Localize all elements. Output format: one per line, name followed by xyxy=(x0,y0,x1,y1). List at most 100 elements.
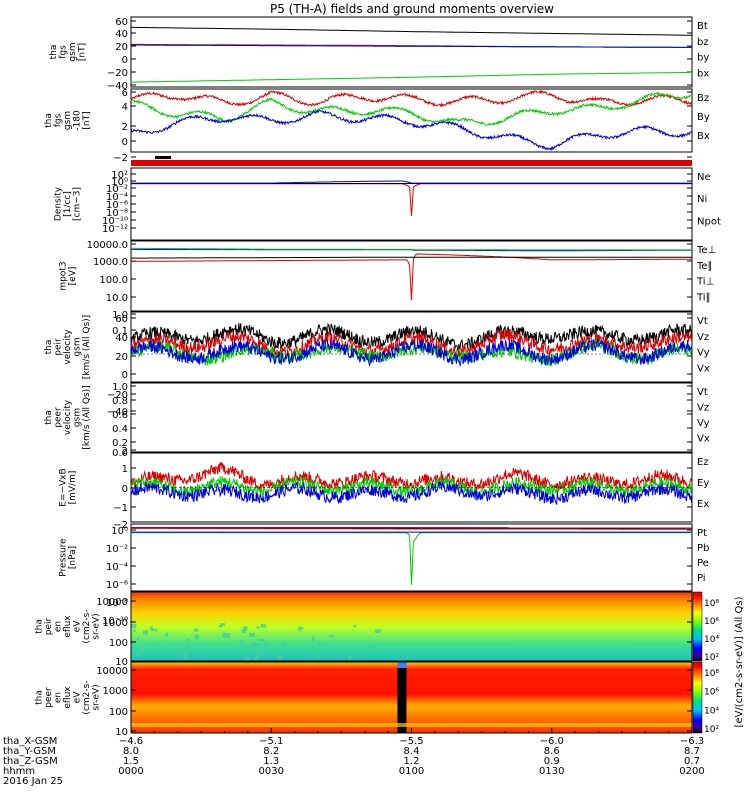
spectrogram-cell xyxy=(226,633,231,638)
y-axis-label: mpot3 [eV] xyxy=(58,261,78,290)
y-tick-label: 100 xyxy=(109,707,128,718)
spectrogram-cell xyxy=(316,640,321,644)
x-axis-row-value: 8.4 xyxy=(404,746,420,757)
y-axis-label-line: tha xyxy=(49,45,59,60)
y-tick-label: 10⁻⁶ xyxy=(106,200,128,211)
y-tick-label: 20 xyxy=(115,352,128,363)
x-axis-row-value: 1.3 xyxy=(263,756,279,767)
panel-peer-velocity: 1.0 0.8 0.6 0.4 0.20.0 tha peer velocity gsm [km/… xyxy=(44,382,710,459)
y-tick-label: 100 xyxy=(109,638,128,649)
y-axis-label: tha peer velocity gsm [km/s (All Qs)] xyxy=(44,385,92,449)
x-axis-row-label: tha_Y-GSM xyxy=(3,746,56,757)
spectrogram-cell xyxy=(203,650,209,653)
spectrogram-cell xyxy=(183,653,189,658)
x-axis-row-value: 0000 xyxy=(118,766,143,777)
y-axis-label-line: (cm2-s- xyxy=(82,609,92,643)
panel-frame xyxy=(130,16,693,88)
y-tick-label: 10⁰ xyxy=(111,526,128,537)
spectrogram-cell xyxy=(256,626,260,629)
spectrogram-cell xyxy=(239,640,243,644)
y-axis-label: E=−VxB [mV/m] xyxy=(58,468,78,506)
legend-entry: Vy xyxy=(697,348,710,359)
colorbar-tick: 10⁴ xyxy=(704,706,719,716)
y-tick-label: 1.0 xyxy=(112,310,128,321)
y-tick-label: 10⁻² xyxy=(106,184,128,195)
legend-entry: Pe xyxy=(697,558,709,569)
y-axis-label-line: tha xyxy=(35,690,45,705)
spectrogram-cell xyxy=(159,646,163,649)
spectrogram-cell xyxy=(256,649,260,655)
spectrogram-cell xyxy=(137,647,140,650)
spectrogram-cell xyxy=(150,626,153,631)
legend-entry: Vt xyxy=(697,316,708,327)
series-line-bxnegative xyxy=(131,71,692,83)
x-axis-row-value: 0200 xyxy=(679,766,704,777)
y-tick-label: 60 xyxy=(115,314,128,325)
colorbar-tick: 10⁸ xyxy=(704,599,719,609)
y-tick-label: −1 xyxy=(113,503,128,514)
y-axis-label-line: eflux xyxy=(63,686,73,709)
spectrogram-cell xyxy=(321,642,327,647)
y-tick-label: 60 xyxy=(115,17,128,28)
spectrogram-cell xyxy=(358,645,364,649)
y-tick-label: 10⁻⁸ xyxy=(106,208,128,219)
y-tick-label: 10000.0 xyxy=(87,240,128,251)
x-axis-row-value: 8.2 xyxy=(263,746,279,757)
y-tick-label: 100.0 xyxy=(99,275,128,286)
y-axis-label-line: tha xyxy=(44,410,54,425)
x-axis-row-value: 0.7 xyxy=(684,756,700,767)
spectrogram-cell xyxy=(298,626,302,632)
y-axis-label-line: velocity xyxy=(63,329,73,365)
spectrogram-cell xyxy=(259,648,263,653)
x-axis-row-label: tha_Z-GSM xyxy=(3,756,58,767)
panel-frame xyxy=(130,167,693,241)
x-axis-row-label: tha_X-GSM xyxy=(3,736,57,747)
spectrogram-cell xyxy=(165,632,169,637)
y-tick-label: −40 xyxy=(107,407,128,418)
legend-entry: Pi xyxy=(697,573,706,584)
y-tick-label: 1000 xyxy=(103,686,128,697)
legend-entry: Pb xyxy=(697,543,709,554)
y-axis-label-line: [cm−3] xyxy=(73,187,83,221)
y-axis-label-line: fgs xyxy=(54,113,64,127)
panel-fgs-zoom: 6 4 2 0 −2 tha fgs gsm -180 [nT] Bz By Bx xyxy=(44,88,710,164)
y-tick-label: 0.2 xyxy=(112,438,128,449)
y-axis-label: tha peir velocity gsm [km/s (All Qs)] xyxy=(44,315,92,379)
y-axis-label-line: [km/s (All Qs)] xyxy=(82,385,92,449)
spectrogram-cell xyxy=(260,623,267,628)
spectrogram-cell xyxy=(311,638,314,642)
spectrogram-cell xyxy=(370,645,377,651)
spectrogram-cell xyxy=(300,627,303,630)
series-line-npot xyxy=(131,180,692,184)
colorbar-tick: 10⁴ xyxy=(704,635,719,645)
spectrogram-cell xyxy=(133,629,136,632)
y-axis-label-line: [nPa] xyxy=(68,546,78,569)
y-axis-label-line: en xyxy=(54,692,64,703)
y-tick-label: 40 xyxy=(115,333,128,344)
colorbar-tick: 10⁶ xyxy=(704,617,719,627)
series-line-bt xyxy=(130,26,693,36)
x-axis-row-value: −5.1 xyxy=(259,736,283,747)
y-tick-label: 2 xyxy=(122,446,128,457)
y-axis-label-line: peer xyxy=(54,407,64,428)
y-axis-label-line: fgs xyxy=(58,45,68,59)
legend-entry: Vx xyxy=(697,434,710,445)
panel-frame xyxy=(130,240,693,312)
legend-entry: by xyxy=(697,53,709,64)
spectrogram-cell xyxy=(151,628,158,632)
y-tick-label: 10⁰ xyxy=(111,177,128,188)
y-axis-label-line: -180 xyxy=(73,110,83,131)
y-tick-label: −20 xyxy=(107,390,128,401)
x-axis-row-value: 1.2 xyxy=(404,756,420,767)
series-line-ti xyxy=(131,247,692,251)
spectrogram-cell xyxy=(315,654,320,658)
legend-entry: Ez xyxy=(697,457,709,468)
y-axis-label-line: (cm2-s- xyxy=(82,680,92,714)
y-axis-label-line: tha xyxy=(35,619,45,634)
y-tick-label: 0.4 xyxy=(112,424,128,435)
y-tick-label: −40 xyxy=(107,81,128,92)
series-line-bx xyxy=(131,44,692,48)
legend-entry: Bt xyxy=(697,21,708,32)
x-axis-row-value: 8.7 xyxy=(684,746,700,757)
colorbar: 10⁸ 10⁶ 10⁴ 10² 10⁸ 10⁶ 10⁴ 10² [eV/(cm2-s-sr-eV… xyxy=(692,591,745,735)
